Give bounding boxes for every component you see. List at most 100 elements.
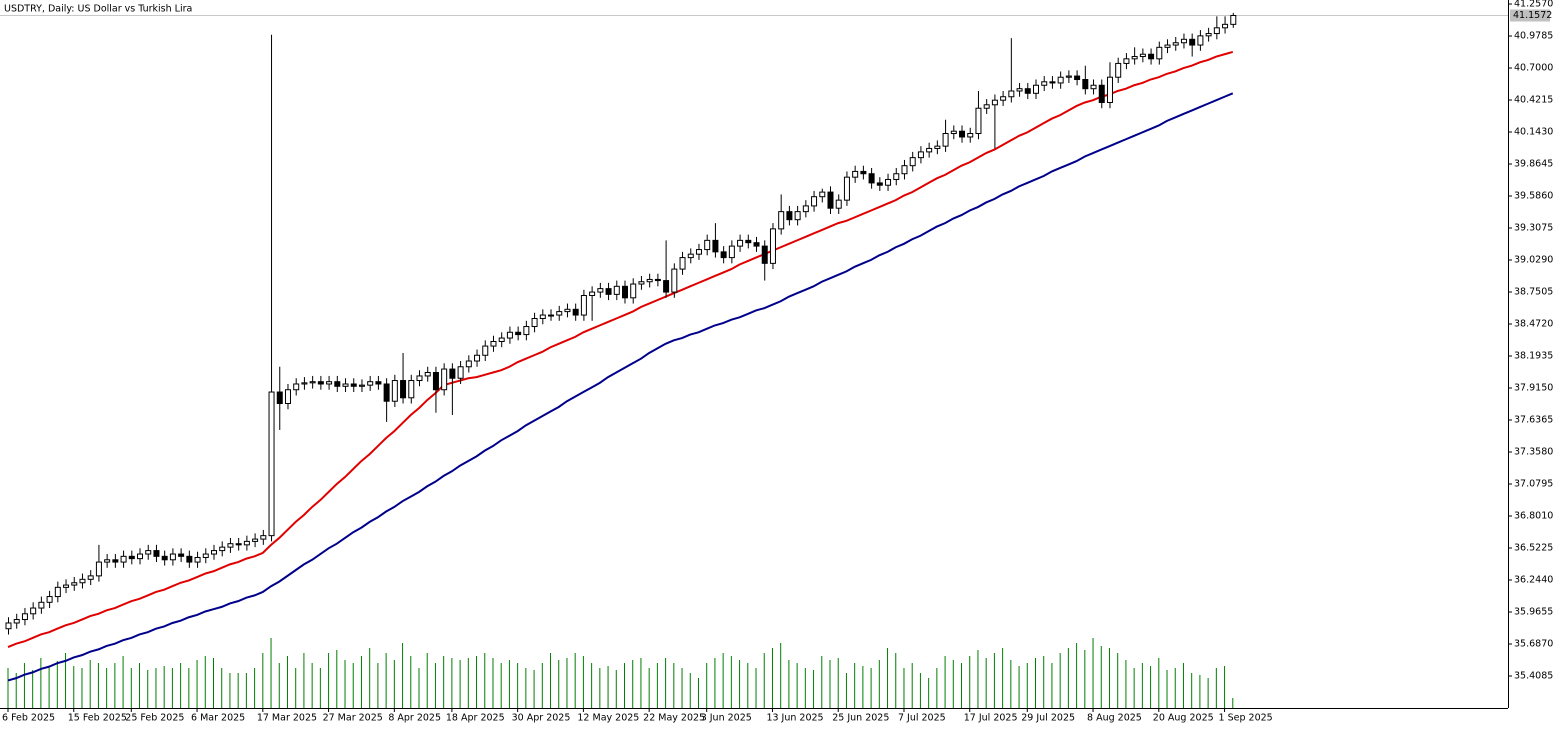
- candle-body: [1189, 38, 1196, 46]
- candle-body: [498, 337, 505, 342]
- candle-body: [186, 555, 193, 563]
- candle-body: [219, 546, 226, 552]
- y-tick-label: 40.4215: [1514, 95, 1553, 106]
- candle-body: [802, 205, 809, 213]
- candle-body: [613, 285, 620, 295]
- candle-body: [268, 391, 275, 537]
- candle-body: [416, 375, 423, 382]
- x-tick-label: 15 Feb 2025: [68, 713, 127, 724]
- x-tick-label: 17 Jul 2025: [964, 713, 1018, 724]
- candle-body: [1033, 84, 1039, 94]
- x-tick-label: 6 Mar 2025: [191, 713, 245, 724]
- candle-body: [934, 145, 941, 149]
- candle-body: [38, 601, 45, 609]
- x-tick-label: 29 Jul 2025: [1021, 713, 1075, 724]
- candle-body: [482, 345, 489, 356]
- candle-body: [441, 368, 448, 391]
- y-tick-label: 39.8645: [1514, 159, 1553, 170]
- candle-body: [367, 381, 374, 386]
- candle-body: [95, 561, 102, 577]
- candle-body: [457, 366, 464, 379]
- candle-body: [227, 543, 234, 548]
- candle-body: [104, 559, 111, 563]
- candle-body: [137, 553, 144, 560]
- candle-body: [211, 550, 217, 555]
- y-tick-label: 41.2570: [1514, 0, 1553, 10]
- x-tick-label: 8 Aug 2025: [1087, 713, 1142, 724]
- candle-body: [301, 382, 308, 385]
- candle-body: [474, 354, 481, 362]
- candle-body: [769, 228, 776, 264]
- candle-body: [252, 538, 259, 542]
- candle-body: [71, 582, 78, 586]
- candle-body: [1106, 76, 1113, 103]
- candle-body: [54, 586, 61, 598]
- candle-body: [383, 383, 390, 402]
- candle-body: [959, 130, 966, 138]
- candle-body: [523, 326, 530, 336]
- candle-body: [1024, 88, 1031, 94]
- candle-body: [342, 383, 349, 387]
- candle-body: [794, 211, 801, 221]
- candle-body: [860, 170, 867, 175]
- y-tick-label: 38.7505: [1514, 287, 1553, 298]
- candle-body: [679, 257, 686, 270]
- candle-body: [687, 253, 694, 259]
- candle-body: [819, 191, 826, 198]
- candle-body: [326, 381, 333, 385]
- x-tick-label: 17 Mar 2025: [257, 713, 317, 724]
- candle-body: [745, 239, 752, 244]
- candle-body: [424, 371, 431, 377]
- candle-body: [917, 151, 924, 159]
- candle-body: [901, 165, 908, 175]
- candle-body: [991, 99, 998, 106]
- volume-layer: [7, 638, 1234, 708]
- x-tick-label: 12 May 2025: [577, 713, 639, 724]
- candle-body: [317, 381, 324, 385]
- candle-body: [564, 308, 571, 313]
- candle-body: [712, 239, 719, 253]
- y-tick-label: 37.3580: [1514, 447, 1553, 458]
- candle-body: [1131, 56, 1138, 60]
- y-tick-label: 35.4085: [1514, 671, 1553, 682]
- candle-body: [13, 619, 20, 624]
- candle-body: [539, 314, 546, 319]
- candle-body: [145, 550, 152, 555]
- candle-body: [728, 245, 735, 259]
- candle-body: [580, 295, 587, 316]
- candle-body: [375, 381, 382, 385]
- candle-body: [30, 607, 37, 615]
- candle-body: [1148, 53, 1155, 60]
- y-tick-label: 35.6870: [1514, 639, 1553, 650]
- y-tick-label: 39.5860: [1514, 191, 1553, 202]
- candle-body: [893, 173, 900, 180]
- x-tick-label: 30 Apr 2025: [512, 713, 571, 724]
- candle-body: [1098, 84, 1105, 103]
- candle-body: [975, 107, 982, 135]
- candle-body: [778, 211, 785, 230]
- candle-body: [761, 245, 768, 264]
- candle-body: [260, 535, 267, 540]
- candle-body: [465, 360, 472, 368]
- candle-body: [350, 383, 357, 387]
- candle-body: [243, 540, 250, 546]
- candle-body: [671, 268, 678, 293]
- candle-body: [1222, 23, 1229, 29]
- candle-body: [449, 368, 456, 379]
- candle-body: [293, 383, 300, 391]
- y-tick-label: 39.3075: [1514, 223, 1553, 234]
- candle-body: [646, 278, 653, 283]
- candle-body: [400, 380, 407, 399]
- x-tick-label: 27 Mar 2025: [323, 713, 383, 724]
- candle-body: [87, 575, 94, 580]
- candle-body: [202, 553, 209, 558]
- candle-body: [63, 584, 70, 588]
- x-tick-label: 3 Jun 2025: [701, 713, 752, 724]
- y-tick-label: 38.4720: [1514, 319, 1553, 330]
- x-tick-label: 18 Apr 2025: [446, 713, 505, 724]
- candle-body: [235, 543, 242, 546]
- candle-body: [112, 559, 119, 563]
- x-tick-label: 22 May 2025: [643, 713, 705, 724]
